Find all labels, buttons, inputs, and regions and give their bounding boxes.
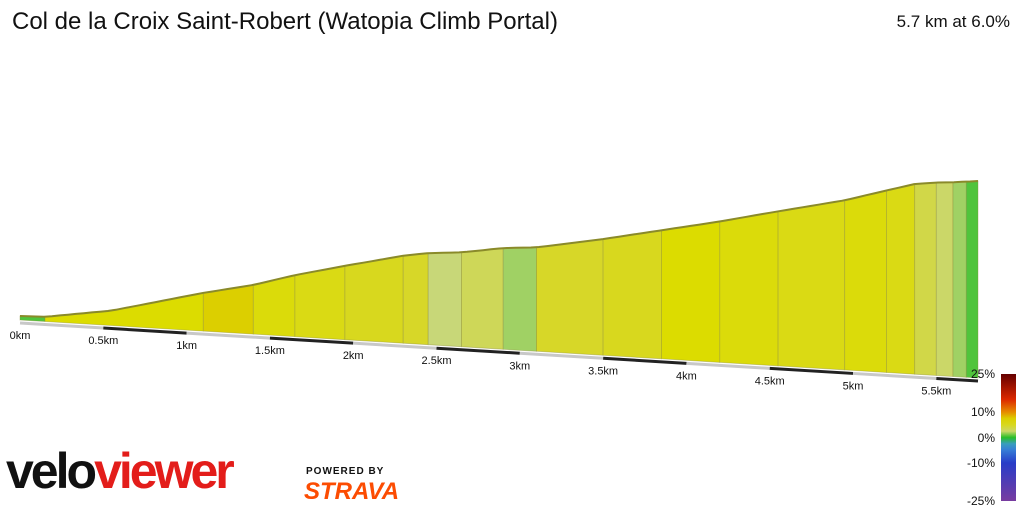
- x-tick-label: 1km: [176, 340, 197, 352]
- x-tick-label: 0km: [10, 330, 31, 342]
- x-tick-label: 5km: [843, 380, 864, 392]
- gradient-legend-bar: [1001, 374, 1016, 501]
- legend-label: -25%: [966, 494, 995, 508]
- logo-velo: velo: [6, 443, 97, 499]
- x-tick-label: 4km: [676, 370, 697, 382]
- gradient-segment-16: [886, 183, 916, 375]
- distance-band-5: [436, 346, 520, 355]
- x-tick-label: 3.5km: [588, 365, 618, 377]
- x-tick-label: 2km: [343, 350, 364, 362]
- x-tick-label: 1.5km: [255, 345, 285, 357]
- legend-label: 10%: [970, 405, 995, 420]
- x-tick-label: 2.5km: [422, 355, 452, 367]
- x-tick-label: 3km: [509, 360, 530, 372]
- climb-summary: 5.7 km at 6.0%: [896, 12, 1010, 31]
- profile-segments: [19, 180, 979, 379]
- gradient-segment-15: [844, 189, 887, 373]
- gradient-segment-5: [344, 255, 404, 344]
- profile-top-line: [19, 180, 979, 318]
- gradient-segment-8: [461, 247, 504, 350]
- distance-band-6: [519, 351, 604, 360]
- distance-band-0: [19, 321, 104, 330]
- x-tick-label: 0.5km: [88, 335, 118, 347]
- gradient-segment-7: [427, 251, 462, 348]
- legend-label: -10%: [966, 455, 995, 470]
- x-tick-label: 4.5km: [755, 375, 785, 387]
- logo-viewer: viewer: [94, 443, 235, 499]
- distance-band-7: [603, 356, 687, 365]
- distance-band-2: [186, 331, 271, 340]
- gradient-segment-12: [661, 221, 721, 363]
- gradient-segment-11: [602, 229, 662, 360]
- gradient-segment-9: [502, 246, 537, 352]
- legend-label: 25%: [970, 367, 995, 381]
- distance-band-3: [269, 336, 354, 345]
- legend-label: 0%: [977, 430, 995, 445]
- distance-band-9: [769, 366, 854, 375]
- veloviewer-logo: veloviewer: [6, 443, 235, 499]
- gradient-segment-10: [536, 238, 604, 356]
- gradient-segment-20: [965, 180, 979, 379]
- distance-band-1: [103, 326, 187, 335]
- distance-band-8: [686, 361, 770, 370]
- distance-band-11: [936, 376, 979, 383]
- page-title: Col de la Croix Saint-Robert (Watopia Cl…: [12, 8, 558, 35]
- distance-band-4: [353, 341, 437, 350]
- gradient-segment-19: [952, 181, 967, 378]
- x-tick-label: 5.5km: [921, 385, 951, 397]
- gradient-segment-4: [294, 265, 346, 341]
- distance-band-10: [852, 371, 937, 380]
- powered-by-label: POWERED BY: [306, 466, 385, 477]
- gradient-segment-18: [935, 181, 954, 377]
- strava-logo: STRAVA: [304, 478, 400, 505]
- gradient-segment-17: [914, 182, 937, 376]
- gradient-segment-14: [777, 199, 846, 371]
- gradient-segment-6: [402, 252, 429, 346]
- gradient-segment-13: [719, 210, 779, 367]
